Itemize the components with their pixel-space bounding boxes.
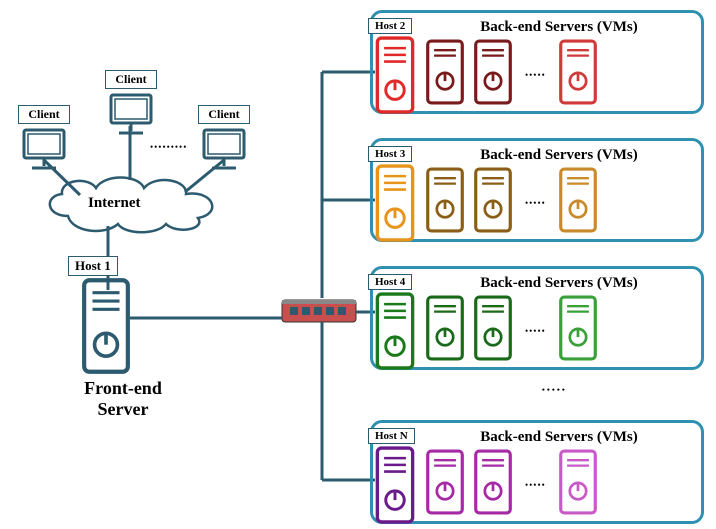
client-1: Client xyxy=(18,105,70,181)
vm-server-icon xyxy=(425,448,465,521)
vm-server-icon xyxy=(473,38,513,111)
vm-row: ••••• xyxy=(425,294,693,367)
client-3: Client xyxy=(198,105,250,181)
vm-server-icon xyxy=(558,166,598,239)
client-label: Client xyxy=(18,105,70,124)
backend-label: Back-end Servers (VMs) xyxy=(425,275,693,292)
vm-ellipsis: ••••• xyxy=(525,480,546,490)
vm-server-icon xyxy=(425,166,465,239)
vm-server-icon xyxy=(558,294,598,367)
host-tower-2 xyxy=(374,36,416,119)
host1-label: Host 1 xyxy=(68,256,118,276)
vm-server-icon xyxy=(558,38,598,111)
monitor-icon xyxy=(198,124,250,181)
host-group-5: Back-end Servers (VMs) ••••• xyxy=(370,420,704,524)
client-2: Client xyxy=(105,70,157,146)
vm-server-icon xyxy=(425,38,465,111)
vm-server-icon xyxy=(558,448,598,521)
client-label: Client xyxy=(198,105,250,124)
vm-ellipsis: ••••• xyxy=(525,198,546,208)
host-tower-4 xyxy=(374,292,416,375)
host-group-2: Back-end Servers (VMs) ••••• xyxy=(370,10,704,114)
vm-server-icon xyxy=(425,294,465,367)
host-label-3: Host 3 xyxy=(368,146,412,162)
vm-row: ••••• xyxy=(425,448,693,521)
backend-label: Back-end Servers (VMs) xyxy=(425,19,693,36)
host-group-4: Back-end Servers (VMs) ••••• xyxy=(370,266,704,370)
frontend-label: Front-end Server xyxy=(48,378,198,420)
vm-row: ••••• xyxy=(425,38,693,111)
vm-ellipsis: ••••• xyxy=(525,326,546,336)
backend-label: Back-end Servers (VMs) xyxy=(425,147,693,164)
hosts-vertical-ellipsis: ••••• xyxy=(540,388,565,392)
host-tower-3 xyxy=(374,164,416,247)
vm-server-icon xyxy=(473,294,513,367)
frontend-server xyxy=(80,278,132,379)
host-label-4: Host 4 xyxy=(368,274,412,290)
host-tower-5 xyxy=(374,446,416,529)
vm-row: ••••• xyxy=(425,166,693,239)
backend-label: Back-end Servers (VMs) xyxy=(425,429,693,446)
host-label-2: Host 2 xyxy=(368,18,412,34)
monitor-icon xyxy=(18,124,70,181)
client-label: Client xyxy=(105,70,157,89)
host-label-5: Host N xyxy=(368,428,415,444)
monitor-icon xyxy=(105,89,157,146)
internet-label: Internet xyxy=(88,195,141,212)
vm-server-icon xyxy=(473,448,513,521)
host-group-3: Back-end Servers (VMs) ••••• xyxy=(370,138,704,242)
network-switch xyxy=(280,298,358,329)
vm-server-icon xyxy=(473,166,513,239)
vm-ellipsis: ••••• xyxy=(525,70,546,80)
